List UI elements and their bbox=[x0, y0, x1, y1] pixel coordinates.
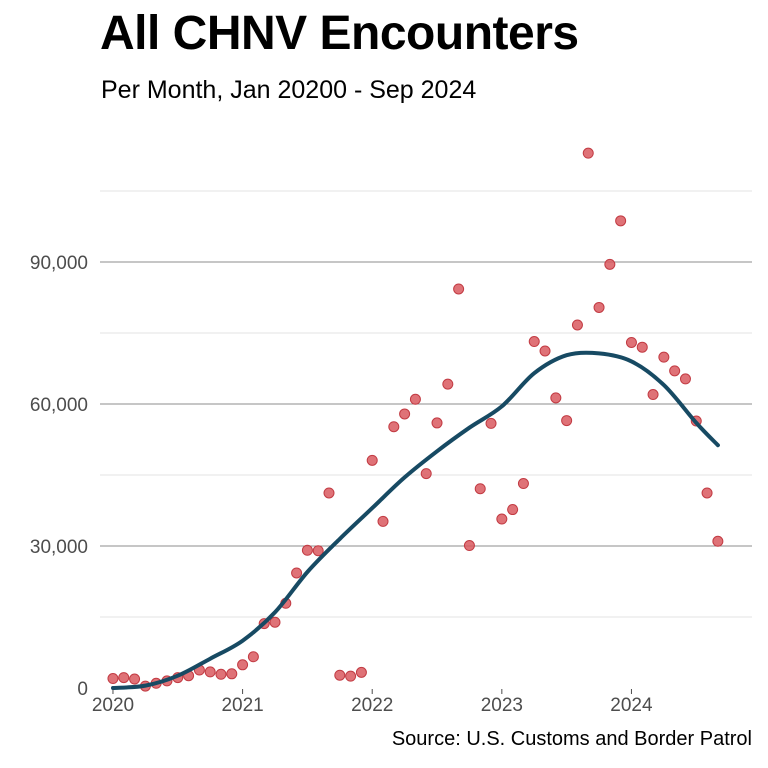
data-point bbox=[604, 258, 616, 270]
data-point bbox=[615, 215, 627, 227]
x-tick-label: 2023 bbox=[481, 695, 523, 716]
data-point bbox=[496, 513, 508, 525]
data-point bbox=[593, 301, 605, 313]
data-point bbox=[204, 666, 216, 678]
data-point bbox=[409, 393, 421, 405]
data-point bbox=[334, 669, 346, 681]
data-point bbox=[582, 147, 594, 159]
data-point bbox=[658, 351, 670, 363]
data-point bbox=[625, 336, 637, 348]
data-point bbox=[323, 487, 335, 499]
x-axis-ticks: 2020 2021 2022 2023 2024 bbox=[92, 689, 653, 716]
trend-line bbox=[111, 350, 720, 690]
grid-layer bbox=[100, 190, 752, 618]
data-point bbox=[517, 478, 529, 490]
data-point bbox=[647, 389, 659, 401]
data-point bbox=[269, 616, 281, 628]
data-point bbox=[474, 483, 486, 495]
chart-title: All CHNV Encounters bbox=[100, 7, 579, 60]
x-tick-label: 2022 bbox=[351, 695, 393, 716]
data-point bbox=[528, 336, 540, 348]
data-point bbox=[366, 454, 378, 466]
data-points bbox=[107, 147, 724, 692]
data-point bbox=[550, 392, 562, 404]
chart-subtitle: Per Month, Jan 20200 - Sep 2024 bbox=[101, 76, 477, 104]
data-point bbox=[291, 567, 303, 579]
data-point bbox=[237, 659, 249, 671]
data-point bbox=[247, 651, 259, 663]
data-point bbox=[701, 487, 713, 499]
data-point bbox=[669, 365, 681, 377]
data-point bbox=[431, 417, 443, 429]
data-point bbox=[388, 421, 400, 433]
y-tick-label: 90,000 bbox=[30, 253, 88, 274]
data-point bbox=[345, 670, 357, 682]
data-point bbox=[355, 666, 367, 678]
data-point bbox=[561, 415, 573, 427]
y-axis-ticks: 0 30,000 60,000 90,000 bbox=[30, 253, 88, 700]
y-tick-label: 0 bbox=[77, 679, 88, 700]
data-point bbox=[118, 672, 130, 684]
data-point bbox=[571, 319, 583, 331]
y-tick-label: 60,000 bbox=[30, 395, 88, 416]
x-tick-label: 2020 bbox=[92, 695, 134, 716]
x-tick-label: 2024 bbox=[610, 695, 653, 716]
data-point bbox=[507, 504, 519, 516]
data-point bbox=[377, 515, 389, 527]
data-point bbox=[399, 408, 411, 420]
data-point bbox=[420, 468, 432, 480]
data-point bbox=[485, 417, 497, 429]
data-point bbox=[129, 673, 141, 685]
data-point bbox=[312, 545, 324, 557]
data-point bbox=[442, 378, 454, 390]
y-tick-label: 30,000 bbox=[30, 537, 88, 558]
trend-line-layer bbox=[111, 350, 720, 690]
data-point bbox=[453, 283, 465, 295]
data-point bbox=[636, 341, 648, 353]
chart-source: Source: U.S. Customs and Border Patrol bbox=[391, 728, 752, 750]
data-point bbox=[107, 673, 119, 685]
data-point bbox=[712, 535, 724, 547]
data-point bbox=[539, 345, 551, 357]
data-point bbox=[226, 668, 238, 680]
data-point bbox=[215, 668, 227, 680]
data-point bbox=[301, 544, 313, 556]
data-point bbox=[463, 540, 475, 552]
x-tick-label: 2021 bbox=[221, 695, 263, 716]
data-point bbox=[679, 373, 691, 385]
